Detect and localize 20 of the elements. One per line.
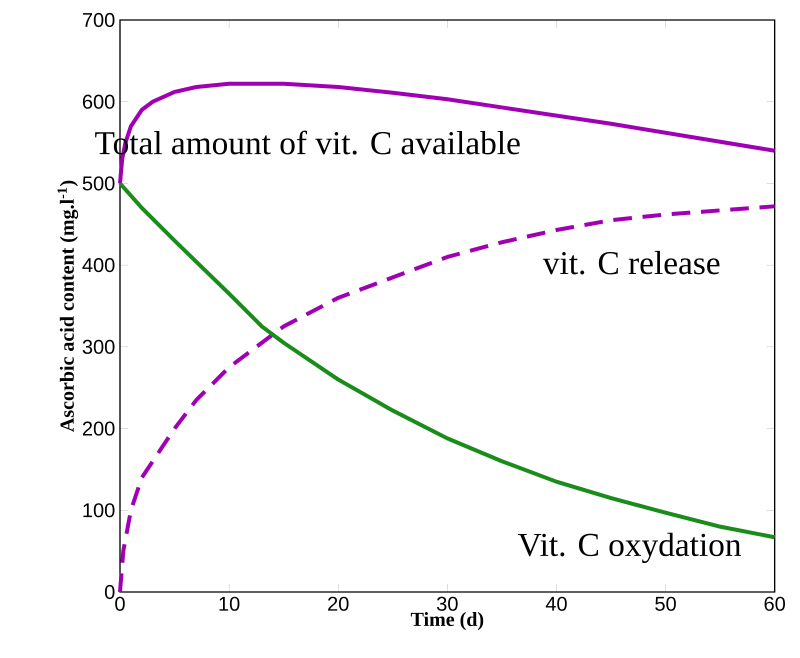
y-tick-label: 600 — [82, 94, 114, 109]
y-tick-label: 700 — [82, 12, 114, 28]
y-tick-label: 400 — [82, 258, 114, 272]
series-label: vit. C release — [542, 250, 720, 274]
x-axis-title: Time (d) — [410, 612, 484, 630]
x-tick-label: 50 — [655, 596, 676, 611]
line-series — [118, 204, 777, 594]
series-label: Vit. C oxydation — [518, 532, 742, 564]
y-axis-title: Ascorbic acid content (mg.l$^{-1}$) — [57, 180, 78, 432]
y-tick-label: 100 — [83, 503, 114, 518]
x-tick-label: 40 — [546, 596, 567, 611]
y-tick-label: 0 — [104, 584, 114, 600]
y-tick-label: 200 — [82, 421, 114, 436]
y-tick-label: 300 — [82, 340, 114, 354]
x-tick-label: 30 — [436, 596, 458, 611]
y-tick-label: 500 — [82, 176, 114, 190]
x-tick-label: 10 — [220, 596, 240, 611]
x-tick-label: 0 — [115, 596, 125, 611]
x-tick-label: 60 — [764, 596, 785, 611]
x-tick-label: 20 — [328, 596, 349, 611]
